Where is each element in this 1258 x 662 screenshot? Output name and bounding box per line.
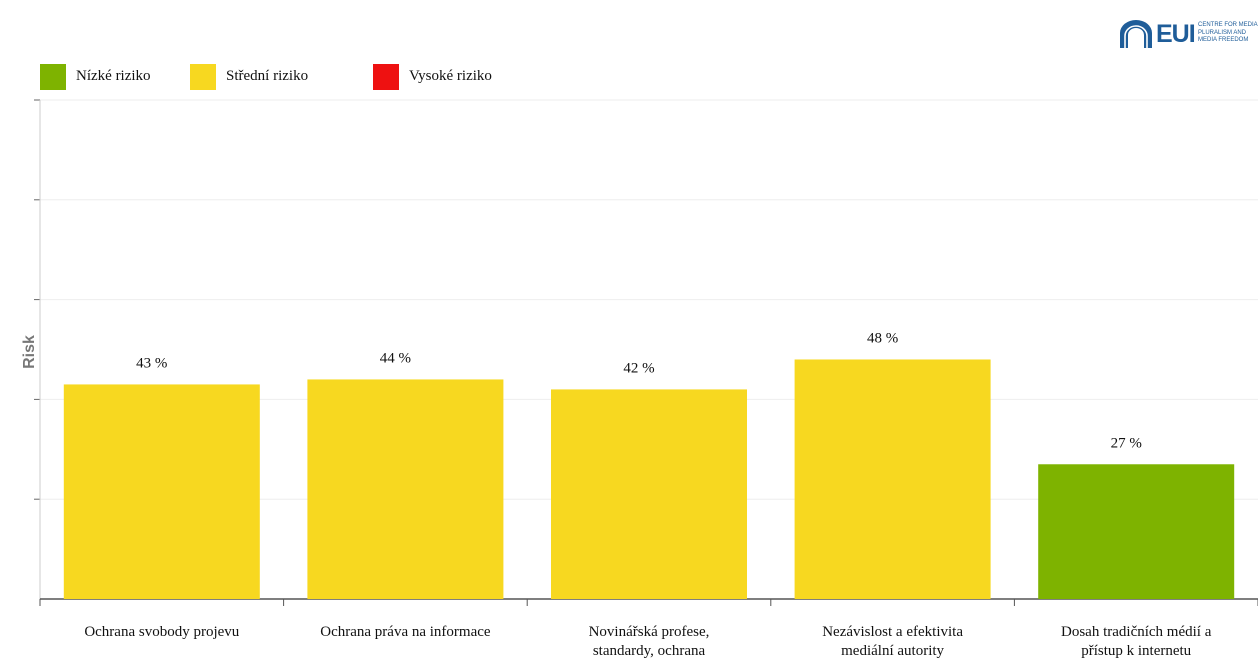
- category-label: Ochrana svobody projevu: [84, 624, 239, 640]
- bar: [1038, 464, 1235, 599]
- category-label: Novinářská profese, standardy, ochrana: [589, 624, 710, 659]
- category-label-line: Ochrana svobody projevu: [84, 624, 239, 640]
- category-labels: Ochrana svobody projevu Ochrana práva na …: [84, 624, 1211, 659]
- eui-arch-icon: [1120, 20, 1152, 48]
- eui-logo-text: EUI: [1156, 20, 1196, 48]
- bar: [551, 389, 747, 599]
- category-label-line: Ochrana práva na informace: [320, 624, 491, 640]
- category-label-line: Nezávislost a efektivita: [822, 624, 963, 640]
- legend-label-low: Nízké riziko: [76, 68, 151, 84]
- bar-value-label: 44 %: [380, 350, 411, 366]
- value-labels: 43 % 44 % 42 % 48 % 27 %: [136, 330, 1142, 451]
- bar: [794, 359, 991, 599]
- eui-logo: EUI CENTRE FOR MEDIA PLURALISM AND MEDIA…: [1118, 14, 1258, 48]
- category-label: Ochrana práva na informace: [320, 624, 491, 640]
- bar-value-label: 27 %: [1111, 435, 1142, 451]
- legend-swatch-low: [40, 64, 66, 90]
- legend-swatch-medium: [190, 64, 216, 90]
- bar-value-label: 43 %: [136, 355, 167, 371]
- category-label-line: mediální autority: [841, 643, 944, 659]
- category-label: Dosah tradičních médií a přístup k intern…: [1061, 624, 1212, 659]
- category-label-line: Novinářská profese,: [589, 624, 710, 640]
- category-label-line: standardy, ochrana: [593, 643, 706, 659]
- bar: [307, 379, 504, 599]
- legend-label-high: Vysoké riziko: [409, 68, 492, 84]
- bar-value-label: 42 %: [623, 360, 654, 376]
- bar-value-label: 48 %: [867, 330, 898, 346]
- legend: Nízké riziko Střední riziko Vysoké rizik…: [0, 0, 700, 100]
- legend-swatch-high: [373, 64, 399, 90]
- category-label-line: Dosah tradičních médií a: [1061, 624, 1212, 640]
- bars: [63, 359, 1235, 599]
- eui-logo-subtitle: CENTRE FOR MEDIA PLURALISM AND MEDIA FRE…: [1198, 22, 1258, 43]
- bar: [63, 384, 260, 599]
- category-label-line: přístup k internetu: [1081, 643, 1191, 659]
- legend-label-medium: Střední riziko: [226, 68, 309, 84]
- category-label: Nezávislost a efektivita mediální autorit…: [822, 624, 963, 659]
- y-axis-label: Risk: [21, 335, 38, 369]
